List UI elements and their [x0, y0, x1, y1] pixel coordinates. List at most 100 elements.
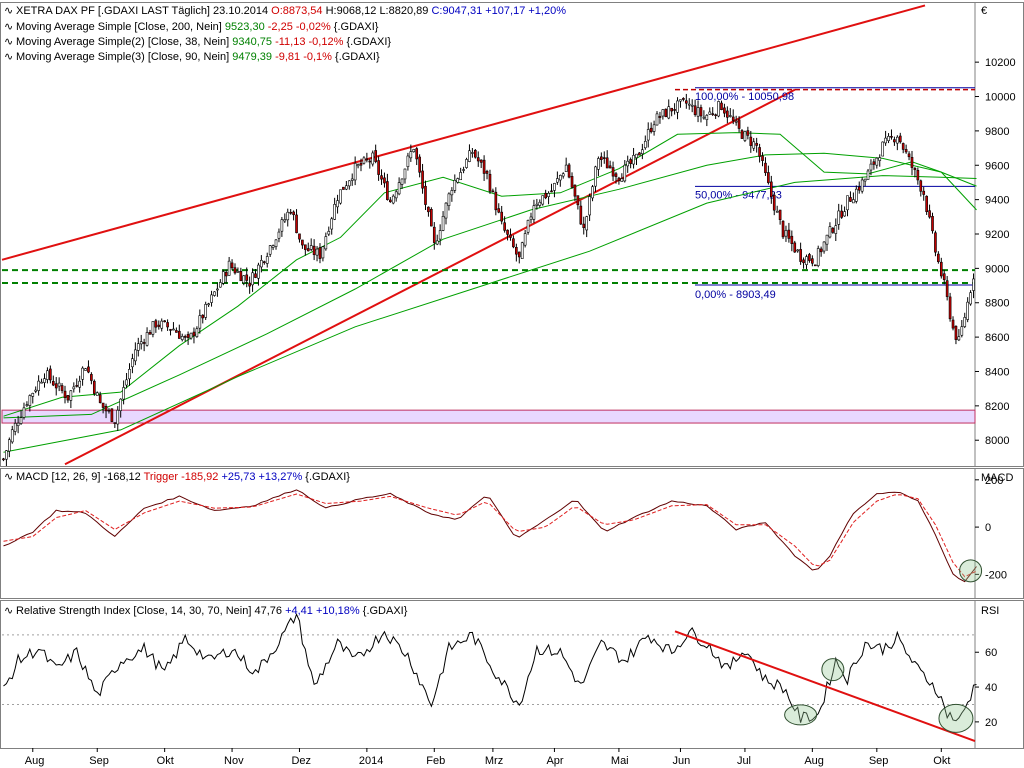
candle-body: [576, 195, 580, 206]
candle-body: [134, 349, 137, 362]
candle-body: [734, 120, 738, 123]
macd-ytick-label: 200: [985, 475, 1003, 487]
rsi-label: Relative Strength Index [Close, 14, 30, …: [16, 605, 252, 617]
rsi-highlight-circle: [938, 703, 974, 733]
support-zone: [1, 409, 976, 424]
fibonacci-label: 100,00% - 10050,98: [695, 91, 794, 103]
price-ytick-label: 8600: [985, 332, 1009, 344]
candle-body: [219, 282, 222, 288]
candle-body: [92, 380, 96, 394]
candle-body: [479, 159, 483, 163]
candle-body: [893, 139, 896, 143]
candle-body: [837, 210, 841, 225]
macd-value: -168,12: [103, 471, 141, 483]
candle-body: [465, 159, 468, 168]
candle-body: [172, 328, 175, 331]
moving-average-line-1: [3, 175, 977, 453]
candle-body: [356, 164, 360, 167]
candle-body: [617, 177, 621, 182]
candle-body: [535, 203, 539, 206]
candles: [2, 93, 975, 467]
candle-body: [365, 158, 369, 161]
candle-body: [154, 320, 158, 328]
candle-body: [641, 149, 644, 155]
macd-change: +25,73 +13,27%: [221, 471, 303, 483]
candle-body: [553, 183, 556, 191]
candle-body: [412, 149, 416, 153]
rsi-highlight-circle: [821, 658, 845, 682]
rsi-suffix: {.GDAXI}: [362, 605, 408, 617]
candle-body: [468, 150, 471, 162]
candle-body: [939, 261, 943, 277]
candle-body: [60, 385, 64, 391]
candle-body: [752, 141, 756, 149]
candle-body: [90, 374, 93, 381]
price-ytick-label: 10000: [985, 92, 1016, 104]
candle-body: [772, 194, 776, 211]
candle-body: [655, 113, 659, 126]
price-plot: 8000 8200 8400 8600 8800 9000 9200 9400 9600 9800…: [1, 4, 1016, 467]
candle-body: [409, 151, 413, 159]
candle-body: [570, 176, 574, 188]
candle-body: [731, 116, 735, 121]
x-tick-label: Dez: [291, 755, 311, 767]
candle-body: [503, 222, 506, 231]
candle-body: [849, 197, 852, 202]
candle-body: [301, 239, 304, 246]
candle-body: [51, 381, 55, 386]
candle-body: [635, 153, 638, 159]
candle-body: [728, 115, 732, 117]
candle-body: [453, 180, 457, 191]
price-header: ∿ XETRA DAX PF [.GDAXI LAST Täglich] 23.1…: [4, 5, 566, 17]
candle-body: [834, 225, 838, 234]
candle-body: [500, 211, 504, 222]
candle-body: [177, 330, 181, 339]
candle-body: [78, 380, 81, 388]
candle-body: [195, 328, 199, 337]
candle-body: [761, 155, 764, 161]
rsi-header: ∿ Relative Strength Index [Close, 14, 30,…: [4, 605, 408, 617]
panel-frame-2: [0, 600, 1024, 749]
ma3-suffix: {.GDAXI}: [335, 51, 380, 63]
ma1-change: -2,25 -0,02%: [267, 21, 331, 33]
candle-body: [163, 320, 166, 323]
candle-body: [705, 115, 709, 120]
candle-body: [852, 199, 855, 204]
candle-body: [846, 195, 849, 211]
candle-body: [306, 248, 310, 252]
macd-axis-title: MACD: [981, 472, 1013, 484]
candle-body: [13, 423, 17, 432]
candle-body: [248, 282, 251, 287]
candle-body: [523, 233, 527, 246]
candle-body: [907, 153, 911, 158]
candle-body: [125, 379, 128, 386]
candle-body: [857, 186, 861, 191]
candle-body: [811, 258, 814, 264]
candle-body: [233, 267, 237, 274]
candle-body: [632, 155, 635, 165]
candle-body: [869, 163, 873, 171]
candle-body: [910, 156, 914, 168]
candle-body: [693, 105, 697, 115]
candle-body: [488, 173, 492, 192]
candle-body: [40, 381, 43, 384]
macd-header: ∿ MACD [12, 26, 9] -168,12 Trigger -185,9…: [4, 471, 350, 483]
candle-body: [2, 458, 5, 461]
candle-body: [567, 164, 571, 178]
candle-body: [928, 210, 931, 218]
candle-body: [315, 248, 319, 256]
candle-body: [547, 193, 550, 197]
candle-body: [687, 103, 691, 106]
candle-body: [573, 184, 577, 197]
candle-body: [972, 278, 975, 291]
ma3-value: 9479,39: [232, 51, 273, 63]
candle-body: [368, 160, 372, 163]
candle-body: [714, 114, 717, 116]
candle-body: [515, 247, 518, 255]
candle-body: [110, 408, 114, 422]
candle-body: [25, 404, 29, 406]
candle-body: [359, 162, 363, 166]
candle-body: [881, 141, 885, 157]
price-ytick-label: 9200: [985, 229, 1009, 241]
candle-body: [904, 149, 908, 153]
